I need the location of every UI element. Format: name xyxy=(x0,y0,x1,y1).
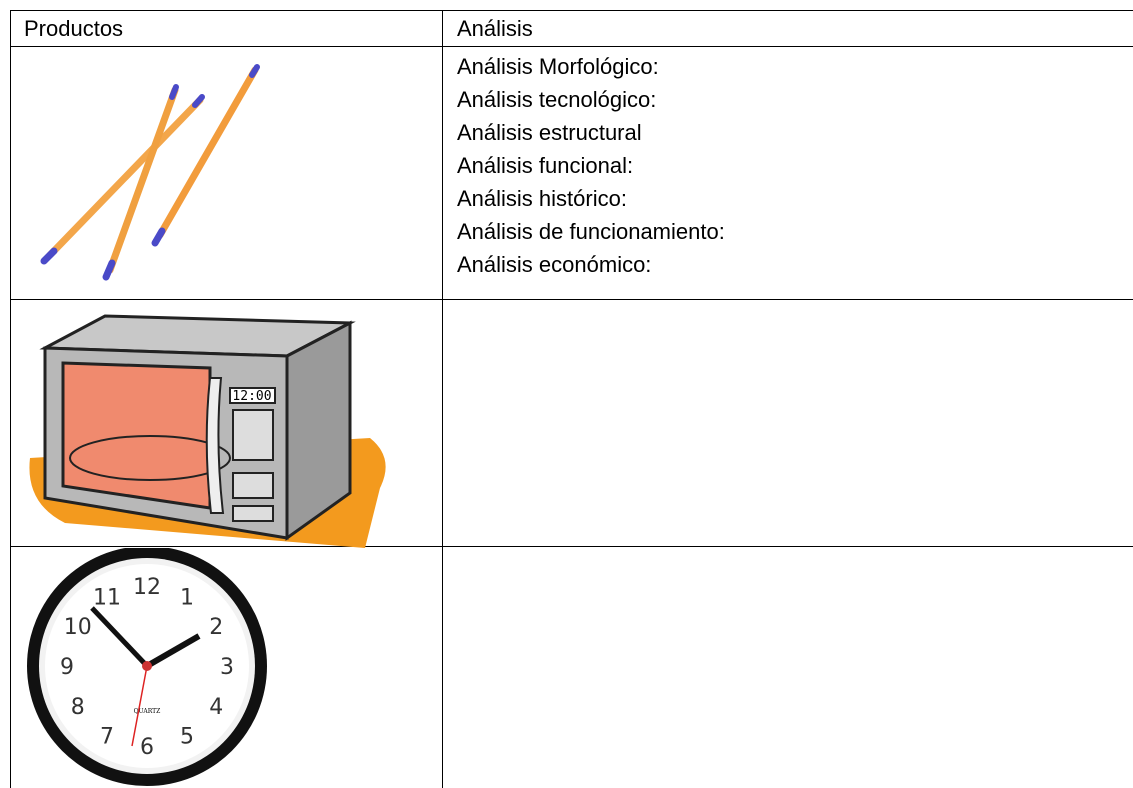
header-cell: Productos xyxy=(24,16,124,41)
analysis-item: Análisis tecnológico: xyxy=(457,87,657,112)
header-cell: Análisis xyxy=(457,16,533,41)
analysis-item: Análisis histórico: xyxy=(457,186,627,211)
clock-number: 3 xyxy=(220,655,234,680)
border xyxy=(10,46,1133,47)
clock-number: 12 xyxy=(133,575,161,600)
clock-number: 9 xyxy=(60,655,74,680)
display-text: 12:00 xyxy=(232,389,271,404)
analysis-item: Análisis estructural xyxy=(457,120,642,145)
clock-number: 8 xyxy=(71,695,85,720)
border xyxy=(442,10,443,788)
microwave-image: 12:00 xyxy=(29,314,386,548)
clock-number: 2 xyxy=(209,615,223,640)
border xyxy=(10,10,1133,11)
border xyxy=(10,299,1133,300)
analysis-item: Análisis Morfológico: xyxy=(457,54,659,79)
clock-number: 1 xyxy=(180,586,194,611)
clock-number: 5 xyxy=(180,724,194,749)
analysis-item: Análisis funcional: xyxy=(457,153,634,178)
border xyxy=(10,10,11,788)
clock-brand: QUARTZ xyxy=(134,708,161,715)
clock-number: 4 xyxy=(209,695,223,720)
pens-image xyxy=(40,64,260,281)
analysis-list: Análisis Morfológico: Análisis tecnológic… xyxy=(457,50,725,281)
clock-number: 10 xyxy=(64,615,92,640)
clock-number: 11 xyxy=(93,586,121,611)
border xyxy=(10,546,1133,547)
clock-number: 7 xyxy=(100,724,114,749)
analysis-item: Análisis económico: xyxy=(457,252,652,277)
analysis-item: Análisis de funcionamiento: xyxy=(457,219,725,244)
clock-number: 6 xyxy=(140,735,154,760)
